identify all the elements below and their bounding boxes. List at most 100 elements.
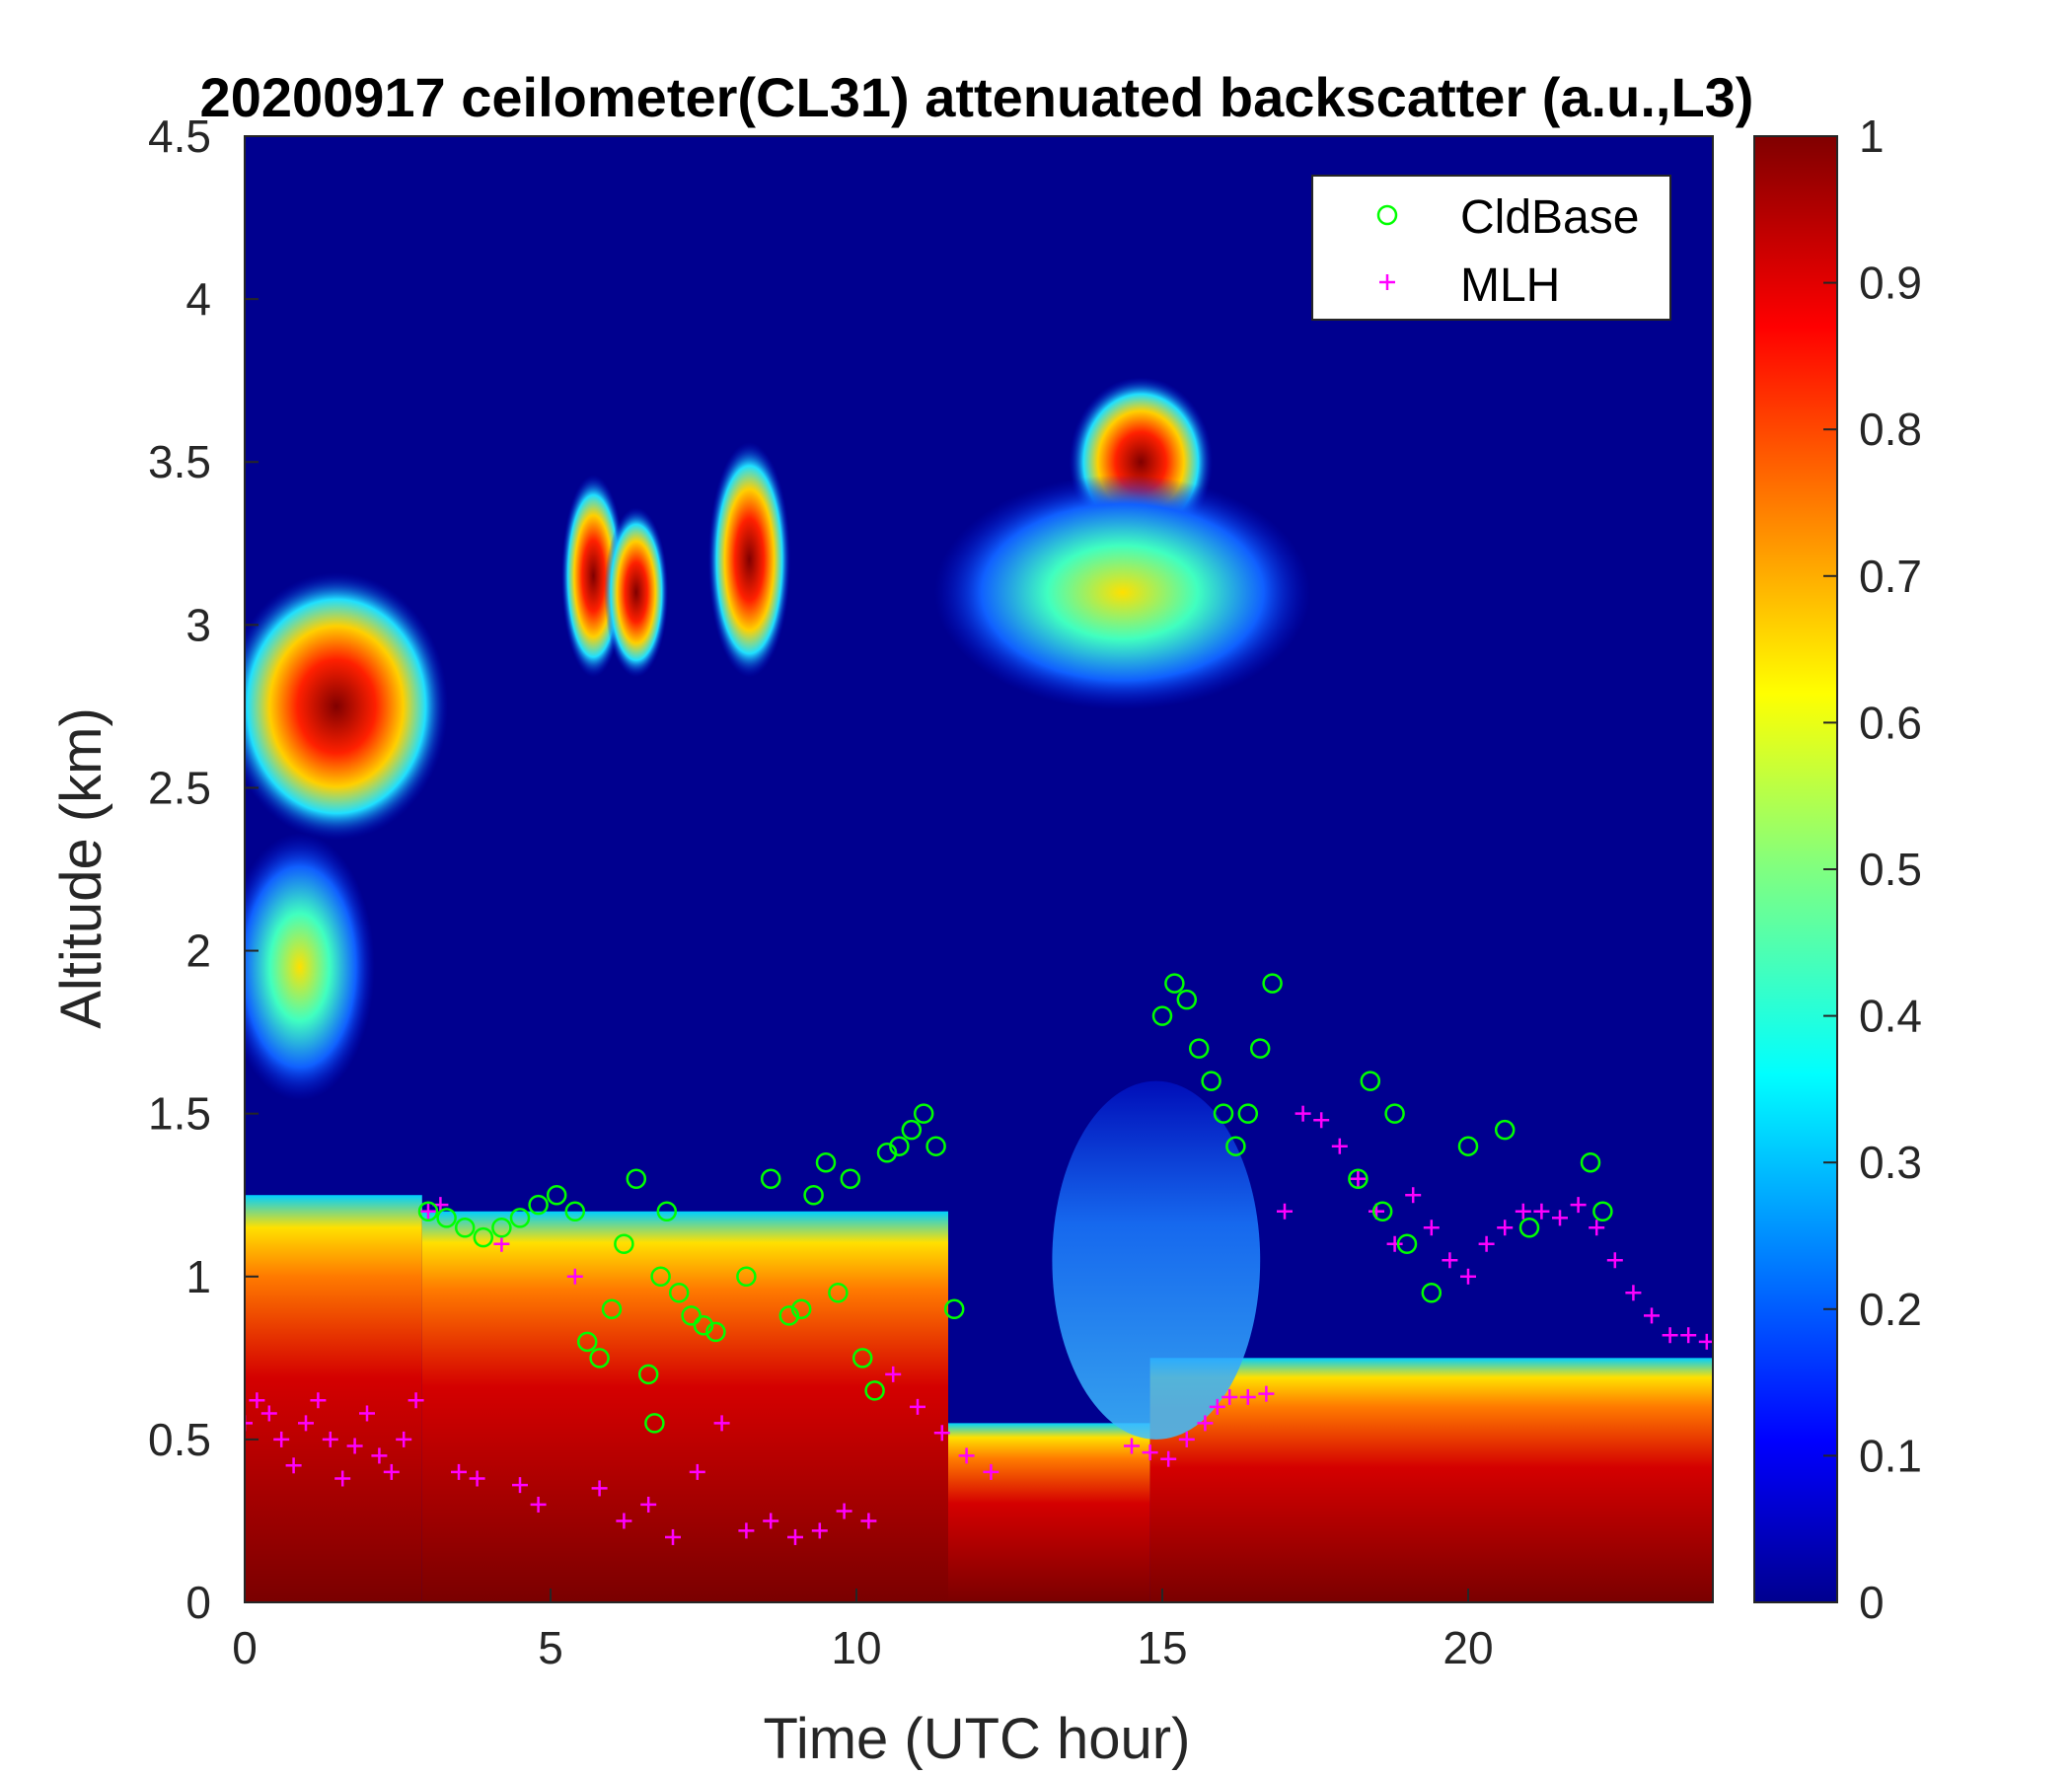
- cldbase-point: [1457, 1136, 1479, 1156]
- cldbase-point: [650, 1266, 671, 1288]
- heatmap-cell-cloud: [604, 507, 669, 678]
- cldbase-point: [840, 1168, 861, 1189]
- legend: CldBase MLH: [1311, 175, 1671, 321]
- mlh-point: [1644, 1307, 1660, 1324]
- legend-cldbase-marker: [1376, 204, 1398, 226]
- mlh-point: [566, 1268, 583, 1285]
- y-tick-label: 1: [185, 1251, 211, 1302]
- cldbase-point: [1151, 1005, 1173, 1026]
- cldbase-point: [644, 1413, 665, 1434]
- mlh-point: [591, 1480, 608, 1497]
- cldbase-point: [509, 1208, 531, 1228]
- chart-title: 20200917 ceilometer(CL31) attenuated bac…: [200, 66, 1754, 128]
- colorbar-tick-label: 0: [1859, 1577, 1885, 1628]
- mlh-point: [1221, 1388, 1238, 1405]
- cldbase-point: [1396, 1233, 1418, 1255]
- x-axis: 0 5 10 15 20: [232, 1589, 1494, 1673]
- mlh-point: [1197, 1415, 1214, 1432]
- colorbar-tick-label: 1: [1859, 111, 1885, 162]
- cldbase-point: [851, 1348, 873, 1369]
- heatmap-cell-boundary-layer: [421, 1211, 948, 1602]
- y-tick-label: 4.5: [148, 111, 211, 162]
- mlh-point: [1478, 1235, 1495, 1252]
- mlh-point: [249, 1392, 265, 1409]
- mlh-point: [334, 1470, 351, 1487]
- cldbase-point: [778, 1305, 800, 1326]
- heatmap-cell-boundary-layer: [1149, 1358, 1713, 1602]
- mlh-point: [512, 1477, 528, 1494]
- cldbase-point: [803, 1184, 824, 1206]
- cldbase-point: [1421, 1283, 1443, 1303]
- mlh-point: [713, 1415, 730, 1432]
- cldbase-point: [828, 1283, 849, 1303]
- cldbase-point: [614, 1233, 634, 1255]
- legend-box: [1311, 175, 1671, 321]
- mlh-point: [1423, 1220, 1440, 1236]
- cldbase-point: [925, 1136, 946, 1156]
- mlh-point: [689, 1463, 705, 1480]
- mlh-point: [1552, 1210, 1568, 1226]
- mlh-point: [273, 1431, 290, 1447]
- mlh-point: [836, 1503, 852, 1519]
- cldbase-point: [528, 1194, 549, 1216]
- cldbase-point: [1580, 1151, 1601, 1173]
- mlh-point: [383, 1463, 400, 1480]
- cldbase-point: [889, 1136, 910, 1156]
- cldbase-point: [656, 1201, 678, 1221]
- cldbase-point: [1592, 1201, 1613, 1221]
- cldbase-point: [815, 1151, 837, 1173]
- cldbase-series: [417, 973, 1613, 1434]
- colorbar-ticks: 0 0.1 0.2 0.3 0.4 0.5 0.6 0.7 0.8 0.9 1: [1823, 111, 1922, 1628]
- mlh-point: [811, 1522, 828, 1539]
- cldbase-point: [693, 1315, 714, 1336]
- mlh-point: [983, 1463, 999, 1480]
- mlh-point: [1178, 1431, 1195, 1447]
- mlh-point: [1405, 1187, 1422, 1204]
- heatmap-cell-residual-layer: [1052, 1080, 1261, 1440]
- mlh-point: [1606, 1252, 1623, 1269]
- cldbase-point: [864, 1380, 885, 1401]
- mlh-point: [860, 1513, 877, 1529]
- cldbase-point: [589, 1348, 610, 1369]
- mlh-point: [1277, 1203, 1293, 1220]
- mlh-point: [285, 1457, 302, 1474]
- cldbase-point: [1164, 973, 1185, 994]
- mlh-point: [493, 1235, 510, 1252]
- cldbase-point: [681, 1305, 702, 1326]
- x-axis-title: Time (UTC hour): [764, 1707, 1191, 1771]
- cldbase-point: [1213, 1103, 1234, 1124]
- mlh-point: [420, 1203, 436, 1220]
- cldbase-point: [1384, 1103, 1405, 1124]
- mlh-point: [787, 1528, 803, 1545]
- heatmap-cell-elevated-aerosol-layer: [245, 833, 375, 1101]
- legend-cldbase-label: CldBase: [1460, 191, 1639, 244]
- colorbar-tick-label: 0.5: [1859, 844, 1922, 895]
- y-tick-label: 4: [185, 273, 211, 325]
- cldbase-point: [705, 1321, 726, 1343]
- y-axis: 0 0.5 1 1.5 2 2.5 3 3.5 4 4.5: [148, 111, 259, 1628]
- cldbase-point: [1225, 1136, 1246, 1156]
- mlh-point: [346, 1438, 363, 1454]
- mlh-point: [298, 1415, 314, 1432]
- mlh-point: [1258, 1385, 1275, 1402]
- cldbase-point: [576, 1331, 598, 1353]
- y-tick-label: 2: [185, 925, 211, 977]
- cldbase-point: [1176, 989, 1198, 1010]
- cldbase-point: [436, 1208, 457, 1228]
- mlh-point: [1442, 1252, 1458, 1269]
- colorbar-tick-label: 0.8: [1859, 404, 1922, 455]
- mlh-series: [245, 1105, 1713, 1545]
- mlh-point: [1239, 1388, 1256, 1405]
- mlh-point: [359, 1405, 375, 1422]
- mlh-point: [1625, 1285, 1642, 1301]
- colorbar-tick-label: 0.3: [1859, 1137, 1922, 1188]
- cldbase-point: [1262, 973, 1283, 994]
- y-tick-label: 2.5: [148, 762, 211, 813]
- cldbase-point: [1371, 1201, 1393, 1221]
- colorbar-tick-label: 0.1: [1859, 1430, 1922, 1481]
- backscatter-heatmap: [245, 377, 1713, 1602]
- cldbase-point: [454, 1217, 476, 1238]
- cldbase-point: [943, 1298, 965, 1320]
- cldbase-point: [1348, 1168, 1369, 1189]
